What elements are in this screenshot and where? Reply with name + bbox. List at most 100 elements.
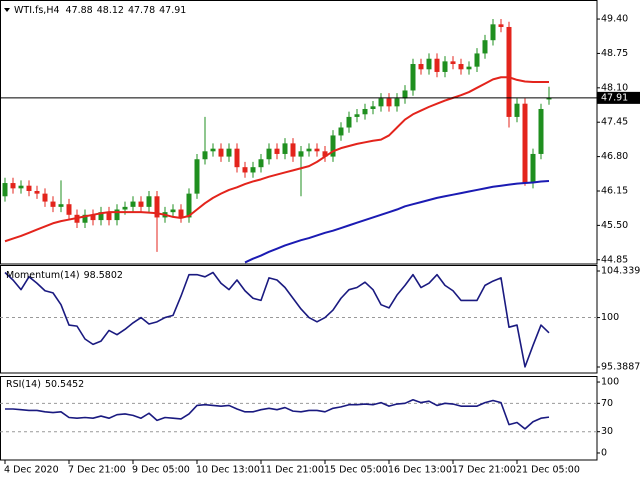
candle-body <box>242 167 248 173</box>
indicator-label: RSI(14) 50.5452 <box>6 379 84 390</box>
indicator-value: 50.5452 <box>45 379 84 390</box>
candle-body <box>434 58 440 72</box>
candle-body <box>130 201 136 207</box>
candle-body <box>50 201 56 207</box>
y-tick-label: 30 <box>601 426 613 437</box>
candle-body <box>482 40 488 54</box>
candle-body <box>386 98 392 107</box>
candle-body <box>538 108 544 154</box>
candle-body <box>378 98 384 107</box>
candle-body <box>202 151 208 160</box>
header-open: 47.88 <box>66 5 93 16</box>
x-tick-label: 16 Dec 13:00 <box>388 465 452 476</box>
current-price-box <box>597 91 640 104</box>
x-tick-label: 21 Dec 05:00 <box>516 465 580 476</box>
candle-body <box>338 127 344 136</box>
candle-body <box>170 209 176 213</box>
indicator-title: Momentum(14) <box>6 270 80 281</box>
indicator-label: Momentum(14) 98.5802 <box>6 270 123 281</box>
candle-body <box>266 148 272 160</box>
x-tick-label: 15 Dec 05:00 <box>324 465 388 476</box>
candle-body <box>322 151 328 157</box>
candle-body <box>354 114 360 117</box>
candle-body <box>394 98 400 107</box>
candle-body <box>122 206 128 210</box>
candle-body <box>10 183 16 189</box>
indicator-line <box>4 271 550 368</box>
candle-body <box>426 58 432 70</box>
momentum-panel-frame <box>0 265 598 374</box>
x-tick-label: 4 Dec 2020 <box>4 465 59 476</box>
candle-body <box>98 212 104 221</box>
y-tick-label: 100 <box>601 377 619 388</box>
candle-body <box>450 61 456 65</box>
candle-body <box>298 151 304 157</box>
candle-body <box>290 143 296 157</box>
candle-body <box>18 185 24 189</box>
candle-body <box>514 103 520 117</box>
indicator-value: 98.5802 <box>84 270 123 281</box>
header-high: 48.12 <box>97 5 124 16</box>
y-tick-label: 48.75 <box>601 48 628 59</box>
candle-body <box>250 167 256 173</box>
y-tick-label: 47.45 <box>601 117 628 128</box>
y-tick-label: 49.40 <box>601 14 628 25</box>
y-tick-label: 70 <box>601 398 613 409</box>
candle-body <box>90 214 96 221</box>
x-tick-label: 17 Dec 21:00 <box>452 465 516 476</box>
candle-body <box>138 201 144 207</box>
candle-body <box>498 24 504 27</box>
y-tick-label: 0 <box>601 447 607 458</box>
candle-body <box>410 64 416 91</box>
candle-body <box>114 209 120 221</box>
candle-body <box>370 106 376 109</box>
y-tick-label: 44.85 <box>601 254 628 265</box>
x-tick-label: 9 Dec 05:00 <box>132 465 190 476</box>
candle-body <box>458 64 464 70</box>
candle-body <box>34 190 40 194</box>
candle-body <box>522 103 528 184</box>
moving-average <box>244 179 550 264</box>
header-low: 47.78 <box>128 5 155 16</box>
y-tick-label: 48.10 <box>601 82 628 93</box>
candle-body <box>474 53 480 67</box>
candle-body <box>2 183 8 197</box>
candle-body <box>186 193 192 218</box>
x-tick-label: 7 Dec 21:00 <box>68 465 126 476</box>
candle-body <box>282 143 288 154</box>
candle-body <box>154 196 160 218</box>
y-tick-label: 45.50 <box>601 220 628 231</box>
candle-body <box>314 148 320 152</box>
candle-body <box>210 148 216 152</box>
candle-body <box>42 193 48 202</box>
candle-body <box>66 204 72 215</box>
candle-body <box>178 209 184 218</box>
candle-body <box>26 185 32 191</box>
moving-average <box>4 76 549 243</box>
y-tick-label: 46.15 <box>601 185 628 196</box>
symbol-title: WTI.fs,H4 <box>14 5 60 16</box>
candle-body <box>442 61 448 72</box>
candle-body <box>490 24 496 41</box>
header-arrow <box>4 8 10 12</box>
candle-body <box>82 214 88 223</box>
candle-body <box>506 26 512 117</box>
header-close: 47.91 <box>159 5 186 16</box>
y-tick-label: 104.3394 <box>601 266 640 277</box>
candle-body <box>194 159 200 194</box>
candle-body <box>346 116 352 128</box>
candle-body <box>362 108 368 115</box>
main-panel-frame <box>0 0 598 265</box>
candle-body <box>274 148 280 154</box>
indicator-line <box>5 398 550 430</box>
x-tick-label: 10 Dec 13:00 <box>196 465 260 476</box>
candle-body <box>106 212 112 221</box>
candle-body <box>466 66 472 70</box>
candle-body <box>234 148 240 168</box>
chart-header: WTI.fs,H4 47.88 48.12 47.78 47.91 <box>14 5 186 16</box>
y-tick-label: 100 <box>601 312 619 323</box>
candle-body <box>146 196 152 207</box>
candle-body <box>218 148 224 157</box>
